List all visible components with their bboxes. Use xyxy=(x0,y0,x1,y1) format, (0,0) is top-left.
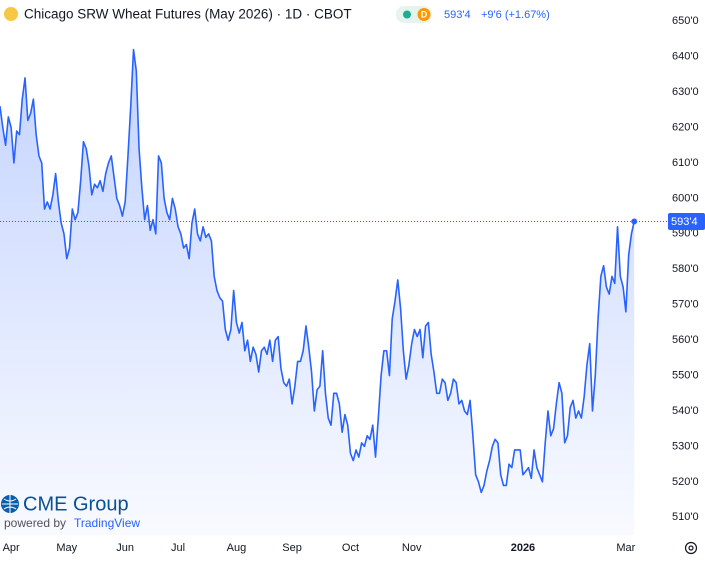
branding: CME Group powered by TradingView xyxy=(1,493,140,530)
gear-inner[interactable] xyxy=(688,545,694,551)
y-tick-label: 550'0 xyxy=(672,369,699,381)
y-tick-label: 590'0 xyxy=(672,228,699,240)
symbol-icon xyxy=(4,7,18,21)
chart-title: Chicago SRW Wheat Futures (May 2026) · 1… xyxy=(24,7,352,22)
y-tick-label: 530'0 xyxy=(672,440,699,452)
powered-by: powered by xyxy=(4,516,66,530)
last-price: 593'4 xyxy=(444,9,471,21)
x-tick-label: Aug xyxy=(227,542,247,554)
logo-text: CME Group xyxy=(23,493,129,515)
x-tick-label: Jul xyxy=(171,542,185,554)
x-tick-label: Nov xyxy=(402,542,422,554)
price-change: +9'6 (+1.67%) xyxy=(481,9,550,21)
y-tick-label: 510'0 xyxy=(672,511,699,523)
x-tick-label: 2026 xyxy=(511,542,535,554)
x-tick-label: Apr xyxy=(3,542,20,554)
y-tick-label: 640'0 xyxy=(672,51,699,63)
price-line xyxy=(0,48,636,494)
interval-badge-bg xyxy=(417,8,431,21)
y-tick-label: 610'0 xyxy=(672,157,699,169)
y-tick-label: 630'0 xyxy=(672,86,699,98)
y-tick-label: 570'0 xyxy=(672,299,699,311)
logo-globe-lines xyxy=(2,495,18,513)
x-tick-label: May xyxy=(56,542,77,554)
y-tick-label: 560'0 xyxy=(672,334,699,346)
market-status-dot xyxy=(403,10,411,19)
price-tag-label: 593'4 xyxy=(671,216,698,228)
settings-icon[interactable] xyxy=(684,541,698,555)
x-tick-label: Jun xyxy=(116,542,134,554)
gear-outer[interactable] xyxy=(684,541,698,555)
y-tick-label: 540'0 xyxy=(672,405,699,417)
y-tick-label: 580'0 xyxy=(672,263,699,275)
platform-name: TradingView xyxy=(74,516,140,530)
last-point xyxy=(631,218,638,225)
x-tick-label: Mar xyxy=(616,542,635,554)
x-tick-label: Sep xyxy=(282,542,302,554)
price-tag xyxy=(668,212,705,230)
interval-badge: D xyxy=(421,9,428,19)
plot-area: 510'0 520'0 530'0 540'0 550'0 560'0 570'0 580'0… xyxy=(0,15,705,554)
y-tick-label: 520'0 xyxy=(672,476,699,488)
header: Chicago SRW Wheat Futures (May 2026) · 1… xyxy=(4,6,550,23)
x-tick-label: Oct xyxy=(342,542,359,554)
y-tick-label: 600'0 xyxy=(672,192,699,204)
y-tick-label: 620'0 xyxy=(672,121,699,133)
y-tick-label: 650'0 xyxy=(672,15,699,27)
